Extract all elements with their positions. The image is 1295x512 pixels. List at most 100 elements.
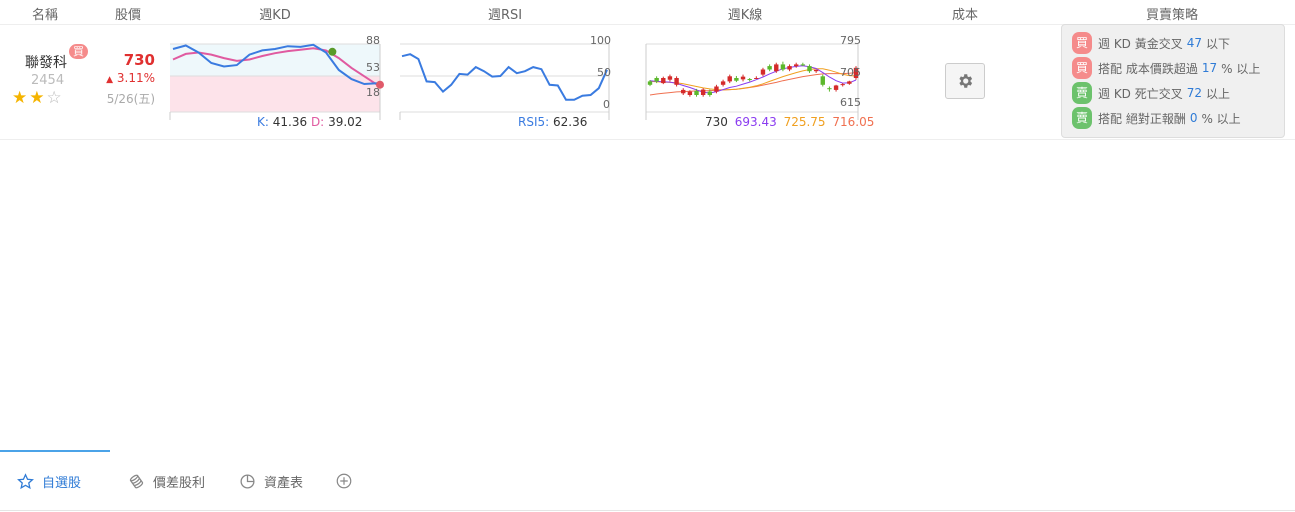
candle-down [827, 88, 832, 90]
candle-down [800, 64, 806, 66]
triangle-up-icon: ▲ [106, 75, 114, 85]
kd-y-low-label: 18 [366, 86, 380, 99]
candle-down [647, 81, 653, 85]
kd-d-value: 39.02 [328, 115, 363, 129]
candle-up [720, 81, 726, 85]
plus-circle-icon [336, 473, 352, 489]
stock-name-wrap[interactable]: 聯發科 [25, 52, 67, 72]
strategy-number[interactable]: 47 [1186, 36, 1203, 50]
candle-up [700, 89, 706, 95]
rsi-value: 62.36 [553, 115, 588, 129]
buy-badge: 買 [1072, 57, 1092, 79]
rsi-chart[interactable]: 100 50 0 [397, 36, 615, 122]
candle-up [674, 78, 679, 85]
star-empty-icon[interactable]: ☆ [46, 88, 64, 108]
stock-code: 2454 [31, 73, 65, 88]
candle-down [807, 66, 812, 72]
stock-name[interactable]: 聯發科 [25, 55, 67, 71]
candle-up [793, 64, 799, 67]
gear-icon [959, 74, 973, 88]
strategy-panel[interactable]: 買 週 KD 黃金交叉 47 以下 買 搭配 成本價跌超過 17 % 以上 賣 … [1061, 24, 1285, 138]
kd-oversold-zone [170, 76, 380, 112]
price-change-value: 3.11% [116, 71, 155, 85]
candle-up [833, 85, 839, 90]
tab-spread[interactable]: 價差股利 [128, 472, 205, 491]
strategy-row[interactable]: 買 週 KD 黃金交叉 47 以下 [1072, 32, 1230, 54]
buy-badge: 買 [1072, 32, 1092, 54]
col-cost-header: 成本 [951, 8, 979, 23]
stock-row[interactable] [0, 25, 1295, 140]
kline-y-low-label: 615 [840, 96, 861, 109]
tab-assets[interactable]: 資產表 [239, 472, 303, 491]
price-date: 5/26(五) [106, 92, 155, 106]
kline-ma10-value: 725.75 [783, 115, 826, 129]
tab-assets-label: 資產表 [264, 476, 304, 491]
cost-settings-button[interactable] [945, 63, 985, 99]
candle-down [734, 78, 739, 81]
kd-k-line [172, 43, 378, 86]
tab-spread-label: 價差股利 [153, 476, 206, 491]
strategy-text: 搭配 絕對正報酬 [1098, 111, 1186, 126]
candle-up [787, 66, 792, 70]
candle-up [853, 67, 859, 78]
kline-y-top-label: 795 [840, 36, 861, 47]
strategy-row[interactable]: 賣 週 KD 死亡交叉 72 以上 [1072, 82, 1230, 104]
kd-y-top-label: 88 [366, 36, 380, 47]
buy-badge: 買 [69, 44, 88, 59]
candle-up [727, 76, 732, 82]
candle-up [754, 78, 759, 79]
candle-up [681, 89, 686, 94]
ma5-line [649, 65, 857, 94]
strategy-number[interactable]: 0 [1189, 111, 1198, 125]
strategy-number[interactable]: 17 [1201, 61, 1218, 75]
kd-d-line [172, 47, 378, 86]
bottom-tab-bar: 自選股 價差股利 資產表 [0, 450, 1295, 512]
sell-badge: 賣 [1072, 107, 1092, 129]
stock-price: 730 [123, 51, 155, 69]
candle-up [840, 84, 845, 86]
strategy-number[interactable]: 72 [1186, 86, 1203, 100]
candle-down [820, 76, 825, 85]
kd-last-marker [376, 80, 384, 89]
candle-down [707, 91, 713, 95]
strategy-text: 搭配 成本價跌超過 [1098, 61, 1198, 76]
strategy-suffix: 以上 [1206, 86, 1231, 101]
star-icon [17, 473, 34, 490]
candle-up [740, 76, 746, 80]
kd-k-label: K: [257, 115, 269, 129]
bottom-divider [0, 510, 1295, 511]
kd-d-label: D: [310, 115, 325, 129]
kd-k-value: 41.36 [272, 115, 308, 129]
col-price-header: 股價 [114, 8, 142, 23]
candle-down [747, 79, 752, 81]
rsi-line [401, 53, 608, 101]
kline-chart[interactable]: 795 705 615 [640, 36, 862, 122]
kline-y-mid-label: 705 [840, 66, 861, 79]
col-kline-header: 週K線 [727, 8, 763, 23]
add-tab-button[interactable] [335, 472, 353, 490]
col-kd-header: 週KD [259, 8, 291, 23]
candle-up [661, 78, 666, 84]
active-tab-indicator [0, 450, 110, 452]
kline-ma20-value: 716.05 [832, 115, 875, 129]
col-rsi-header: 週RSI [487, 8, 523, 23]
kd-cross-marker [328, 47, 337, 56]
kline-close-value: 730 [705, 115, 728, 129]
col-strategy-header: 買賣策略 [1145, 8, 1199, 23]
rsi-y-mid-label: 50 [597, 66, 611, 79]
rating-stars[interactable]: ★★☆ [12, 88, 64, 108]
tab-watchlist[interactable]: 自選股 [17, 472, 81, 491]
strategy-suffix: % 以上 [1201, 111, 1241, 126]
candle-up [774, 64, 779, 72]
rsi-y-low-label: 0 [603, 98, 610, 111]
candle-up [687, 91, 693, 95]
candle-up [847, 81, 852, 84]
candle-up [760, 69, 766, 75]
strategy-row[interactable]: 賣 搭配 絕對正報酬 0 % 以上 [1072, 107, 1241, 129]
strategy-row[interactable]: 買 搭配 成本價跌超過 17 % 以上 [1072, 57, 1260, 79]
star-filled-icon[interactable]: ★ [29, 88, 47, 108]
kd-chart[interactable]: 88 53 18 [165, 36, 385, 122]
candle-up [667, 76, 673, 80]
star-filled-icon[interactable]: ★ [12, 88, 30, 108]
rsi-label: RSI5: [518, 115, 550, 129]
